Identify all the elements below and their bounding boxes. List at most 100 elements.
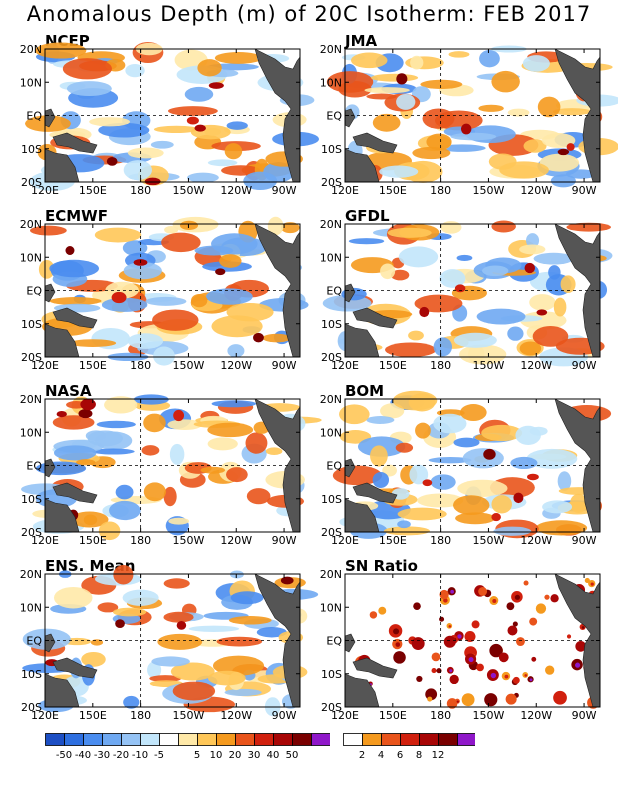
positive-anomaly — [552, 108, 592, 116]
sn-patch — [478, 587, 488, 596]
positive-anomaly — [420, 79, 463, 89]
negative-anomaly — [438, 144, 486, 152]
positive-anomaly — [226, 467, 248, 483]
colorbar-label: 40 — [266, 750, 280, 761]
y-tick-label: 10S — [21, 143, 42, 156]
strong-anomaly-core — [80, 398, 96, 411]
strong-anomaly-core — [460, 123, 472, 135]
positive-anomaly — [408, 393, 436, 412]
panel-map: 120E 150E 180 150W 120W 90W 20N 10N EQ 10S 20S — [320, 568, 601, 722]
positive-anomaly — [507, 108, 530, 117]
positive-anomaly — [219, 254, 242, 268]
land-mask — [44, 573, 301, 708]
land-mask — [44, 223, 301, 358]
negative-anomaly — [147, 661, 162, 679]
sn-patch — [566, 634, 572, 639]
positive-anomaly — [553, 297, 567, 317]
positive-anomaly — [168, 517, 190, 525]
y-tick-label: EQ — [326, 110, 342, 123]
positive-anomaly — [224, 143, 243, 160]
panel-bom: BOM 120E 150E 180 150W 120W 90W 20N 10N EQ 10S 20S — [300, 382, 612, 547]
x-tick-label: 90W — [272, 359, 297, 372]
y-tick-label: EQ — [326, 285, 342, 298]
negative-anomaly — [397, 520, 411, 529]
panel-ncep: NCEP 120E 150E 180 150W 120W 90W 20N 10N EQ 10S 20S — [0, 33, 320, 197]
positive-anomaly — [370, 445, 388, 467]
negative-anomaly — [430, 474, 456, 490]
y-tick-label: 20S — [321, 176, 342, 189]
negative-anomaly — [101, 297, 148, 312]
y-tick-label: 10N — [320, 76, 342, 89]
x-tick-label: 90W — [272, 184, 297, 197]
sn-patch — [523, 580, 529, 586]
x-tick-label: 150E — [379, 534, 407, 547]
x-tick-label: 120W — [220, 359, 252, 372]
positive-anomaly — [98, 521, 121, 541]
sn-patch — [531, 656, 537, 662]
sn-patch — [468, 657, 474, 663]
strong-anomaly-core — [513, 492, 524, 504]
x-tick-label: 150W — [173, 709, 205, 722]
positive-anomaly — [408, 330, 424, 341]
y-tick-label: 20S — [21, 351, 42, 364]
sn-patch — [427, 696, 433, 702]
negative-anomaly — [150, 140, 174, 149]
colorbar-label: 2 — [358, 750, 366, 761]
panel-title: BOM — [345, 382, 385, 400]
positive-anomaly — [382, 464, 397, 477]
sn-patch — [484, 693, 498, 707]
positive-anomaly — [163, 611, 194, 623]
colorbar-swatch — [235, 733, 255, 746]
colorbar-swatch — [45, 733, 65, 746]
x-tick-label: 180 — [130, 359, 151, 372]
positive-anomaly — [149, 675, 182, 682]
sn-patch — [461, 693, 475, 707]
positive-anomaly — [440, 221, 462, 234]
negative-anomaly — [230, 591, 264, 605]
sn-patch — [512, 621, 518, 627]
strong-anomaly-core — [176, 621, 187, 630]
sn-patch — [443, 635, 456, 648]
x-tick-label: 150E — [79, 709, 107, 722]
negative-anomaly — [526, 233, 540, 248]
sn-patch — [550, 594, 559, 603]
sn-patch — [529, 678, 533, 682]
negative-anomaly — [187, 172, 219, 183]
positive-anomaly — [491, 495, 513, 514]
x-tick-label: 150E — [379, 709, 407, 722]
negative-anomaly — [207, 159, 238, 167]
positive-anomaly — [172, 681, 216, 701]
y-tick-label: 10N — [20, 251, 42, 264]
positive-anomaly — [69, 339, 117, 347]
sn-patch — [507, 625, 518, 636]
negative-anomaly — [96, 420, 136, 429]
sn-patch — [590, 582, 594, 586]
x-tick-label: 90W — [272, 709, 297, 722]
sn-patch — [544, 594, 550, 600]
negative-anomaly — [476, 308, 526, 325]
positive-anomaly — [228, 616, 272, 625]
panel-title: JMA — [345, 32, 378, 50]
panel-title: ENS. Mean — [45, 557, 136, 575]
y-tick-label: 10N — [20, 601, 42, 614]
positive-anomaly — [383, 526, 431, 536]
positive-anomaly — [570, 493, 588, 514]
panel-gfdl: GFDL 120E 150E 180 150W 120W 90W 20N 10N EQ 10S 20S — [300, 208, 613, 372]
positive-anomaly — [410, 55, 424, 70]
colorbar-label: 6 — [396, 750, 404, 761]
colorbar-swatch — [292, 733, 312, 746]
sn-patch — [492, 599, 497, 604]
positive-anomaly — [351, 52, 388, 69]
positive-anomaly — [70, 511, 109, 528]
panel-sn-ratio: SN Ratio 120E 150E 180 150W 120W 90W 20N 10N EQ 10… — [300, 558, 601, 722]
y-tick-label: 20N — [320, 393, 342, 406]
colorbar-swatch — [343, 733, 363, 746]
colorbar-swatch — [140, 733, 160, 746]
y-tick-label: 10S — [21, 493, 42, 506]
colorbar-label: -20 — [112, 750, 130, 761]
positive-anomaly — [197, 59, 222, 77]
negative-anomaly — [125, 63, 145, 78]
negative-anomaly — [123, 262, 162, 280]
y-tick-label: 20S — [321, 526, 342, 539]
negative-anomaly — [211, 233, 258, 255]
